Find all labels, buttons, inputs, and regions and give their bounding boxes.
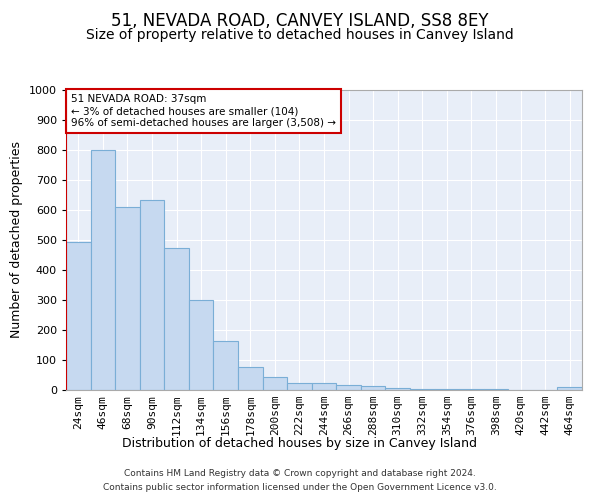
Bar bbox=[410, 389, 434, 390]
Text: Contains public sector information licensed under the Open Government Licence v3: Contains public sector information licen… bbox=[103, 484, 497, 492]
Bar bbox=[214, 342, 238, 390]
Bar bbox=[91, 150, 115, 390]
Bar bbox=[312, 384, 336, 390]
Text: 51, NEVADA ROAD, CANVEY ISLAND, SS8 8EY: 51, NEVADA ROAD, CANVEY ISLAND, SS8 8EY bbox=[111, 12, 489, 30]
Bar bbox=[361, 386, 385, 390]
Bar bbox=[164, 248, 189, 390]
Bar bbox=[557, 387, 582, 390]
Bar bbox=[263, 376, 287, 390]
Text: Contains HM Land Registry data © Crown copyright and database right 2024.: Contains HM Land Registry data © Crown c… bbox=[124, 468, 476, 477]
Bar bbox=[238, 366, 263, 390]
Bar bbox=[66, 242, 91, 390]
Text: Distribution of detached houses by size in Canvey Island: Distribution of detached houses by size … bbox=[122, 438, 478, 450]
Y-axis label: Number of detached properties: Number of detached properties bbox=[10, 142, 23, 338]
Bar bbox=[115, 207, 140, 390]
Bar bbox=[459, 389, 484, 390]
Bar bbox=[287, 382, 312, 390]
Text: Size of property relative to detached houses in Canvey Island: Size of property relative to detached ho… bbox=[86, 28, 514, 42]
Bar bbox=[140, 200, 164, 390]
Bar bbox=[385, 388, 410, 390]
Text: 51 NEVADA ROAD: 37sqm
← 3% of detached houses are smaller (104)
96% of semi-deta: 51 NEVADA ROAD: 37sqm ← 3% of detached h… bbox=[71, 94, 336, 128]
Bar bbox=[189, 300, 214, 390]
Bar bbox=[336, 384, 361, 390]
Bar bbox=[434, 389, 459, 390]
